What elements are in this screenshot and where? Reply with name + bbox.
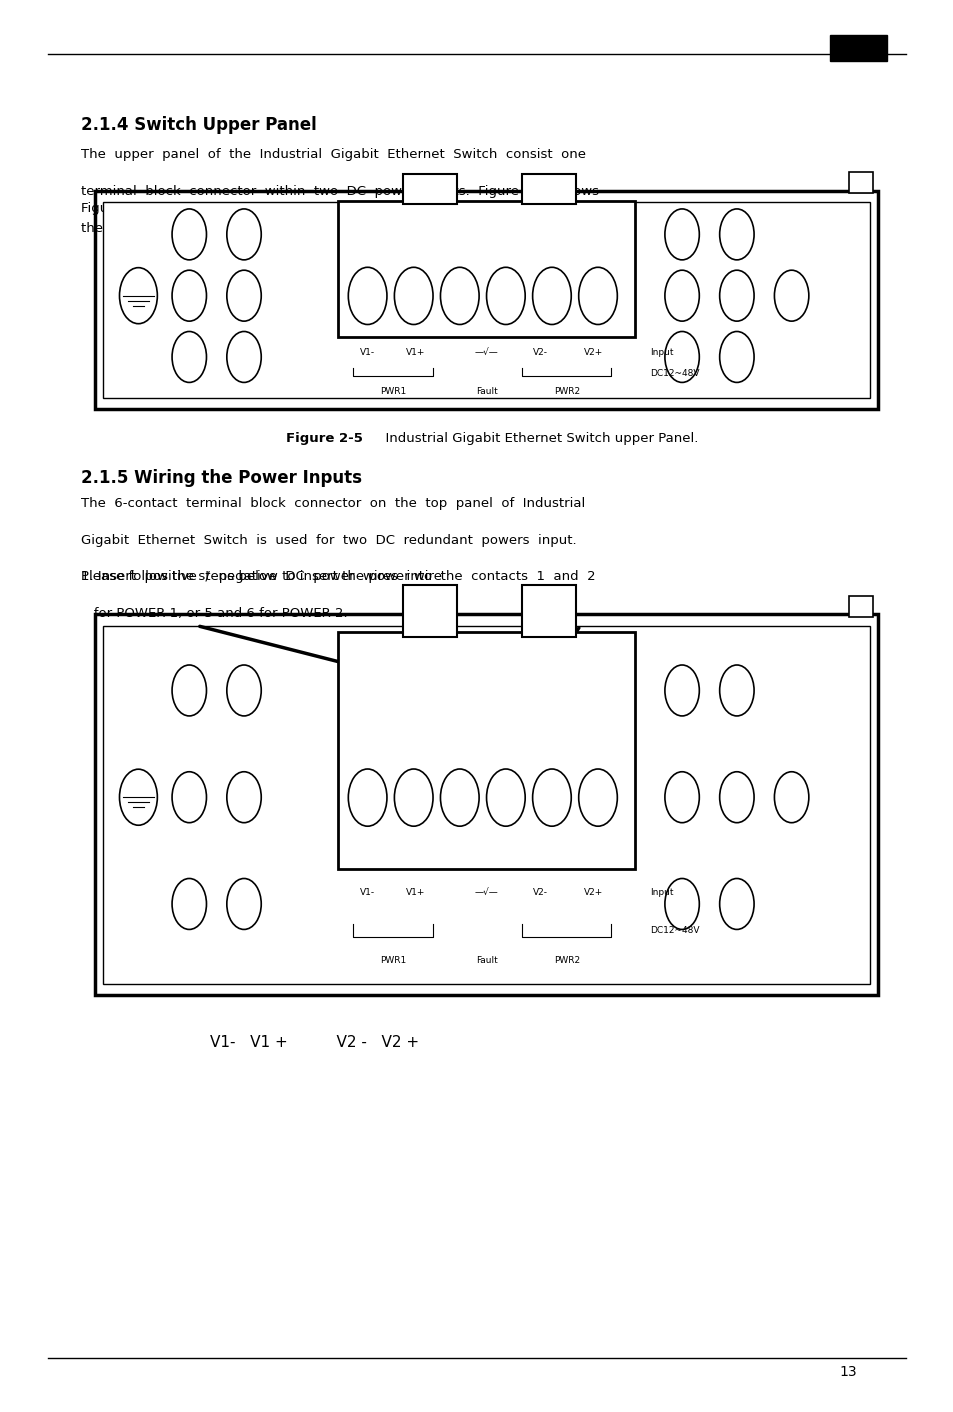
Text: V1-: V1-	[359, 888, 375, 897]
Bar	[103, 626, 869, 984]
Text: Figure 2-5: Figure 2-5	[286, 432, 363, 445]
Text: DC12~48V: DC12~48V	[649, 926, 699, 935]
Text: V2+: V2+	[583, 888, 602, 897]
Text: V2+: V2+	[583, 347, 602, 357]
Text: terminal  block  connector  within  two  DC  power  inputs.  Figure  2-5  shows: terminal block connector within two DC p…	[81, 185, 598, 198]
Bar	[521, 586, 575, 637]
Text: —√—: —√—	[475, 347, 497, 357]
Bar	[848, 596, 872, 617]
Text: V2-: V2-	[532, 888, 547, 897]
Text: Industrial Gigabit Ethernet Switch upper Panel.: Industrial Gigabit Ethernet Switch upper…	[376, 432, 698, 445]
Bar	[95, 191, 877, 409]
Text: DC12~48V: DC12~48V	[649, 370, 699, 378]
Text: Input: Input	[649, 888, 673, 897]
Text: 2.1.4 Switch Upper Panel: 2.1.4 Switch Upper Panel	[81, 116, 316, 134]
Bar	[403, 586, 456, 637]
Text: V1+: V1+	[405, 347, 424, 357]
Bar	[337, 201, 635, 336]
Text: Fault: Fault	[476, 956, 497, 966]
Bar	[103, 202, 869, 398]
Text: —√—: —√—	[475, 888, 497, 897]
Text: for POWER 1, or 5 and 6 for POWER 2.: for POWER 1, or 5 and 6 for POWER 2.	[81, 607, 347, 620]
Text: V1-: V1-	[359, 347, 375, 357]
Text: Figure 2-5 shows upper panel of Industrial Gigabit Ethernet Switch.: Figure 2-5 shows upper panel of Industri…	[81, 202, 528, 215]
Text: The  upper  panel  of  the  Industrial  Gigabit  Ethernet  Switch  consist  one: The upper panel of the Industrial Gigabi…	[81, 148, 585, 161]
Text: 1. Insert  positive  /  negative  DC  power  wires  into  the  contacts  1  and : 1. Insert positive / negative DC power w…	[81, 570, 595, 583]
Text: PWR1: PWR1	[379, 387, 406, 395]
Text: The  6-contact  terminal  block  connector  on  the  top  panel  of  Industrial: The 6-contact terminal block connector o…	[81, 497, 585, 510]
Text: Please follow the steps below to insert the power wire.: Please follow the steps below to insert …	[81, 570, 446, 583]
Text: V1+: V1+	[405, 888, 424, 897]
Text: Gigabit  Ethernet  Switch  is  used  for  two  DC  redundant  powers  input.: Gigabit Ethernet Switch is used for two …	[81, 534, 577, 546]
Bar	[829, 35, 886, 61]
Text: PWR2: PWR2	[553, 387, 579, 395]
Text: PWR2: PWR2	[553, 956, 579, 966]
Text: V1-   V1 +          V2 -   V2 +: V1- V1 + V2 - V2 +	[210, 1035, 418, 1051]
Bar	[848, 172, 872, 193]
Bar	[95, 614, 877, 995]
Text: PWR1: PWR1	[379, 956, 406, 966]
Bar	[521, 174, 575, 203]
Text: the upper panel of the switch.: the upper panel of the switch.	[81, 222, 282, 234]
Text: 13: 13	[839, 1365, 856, 1380]
Text: Fault: Fault	[476, 387, 497, 395]
Text: Input: Input	[649, 347, 673, 357]
Text: 2.1.5 Wiring the Power Inputs: 2.1.5 Wiring the Power Inputs	[81, 469, 362, 487]
Text: V2-: V2-	[532, 347, 547, 357]
Bar	[337, 633, 635, 868]
Bar	[403, 174, 456, 203]
